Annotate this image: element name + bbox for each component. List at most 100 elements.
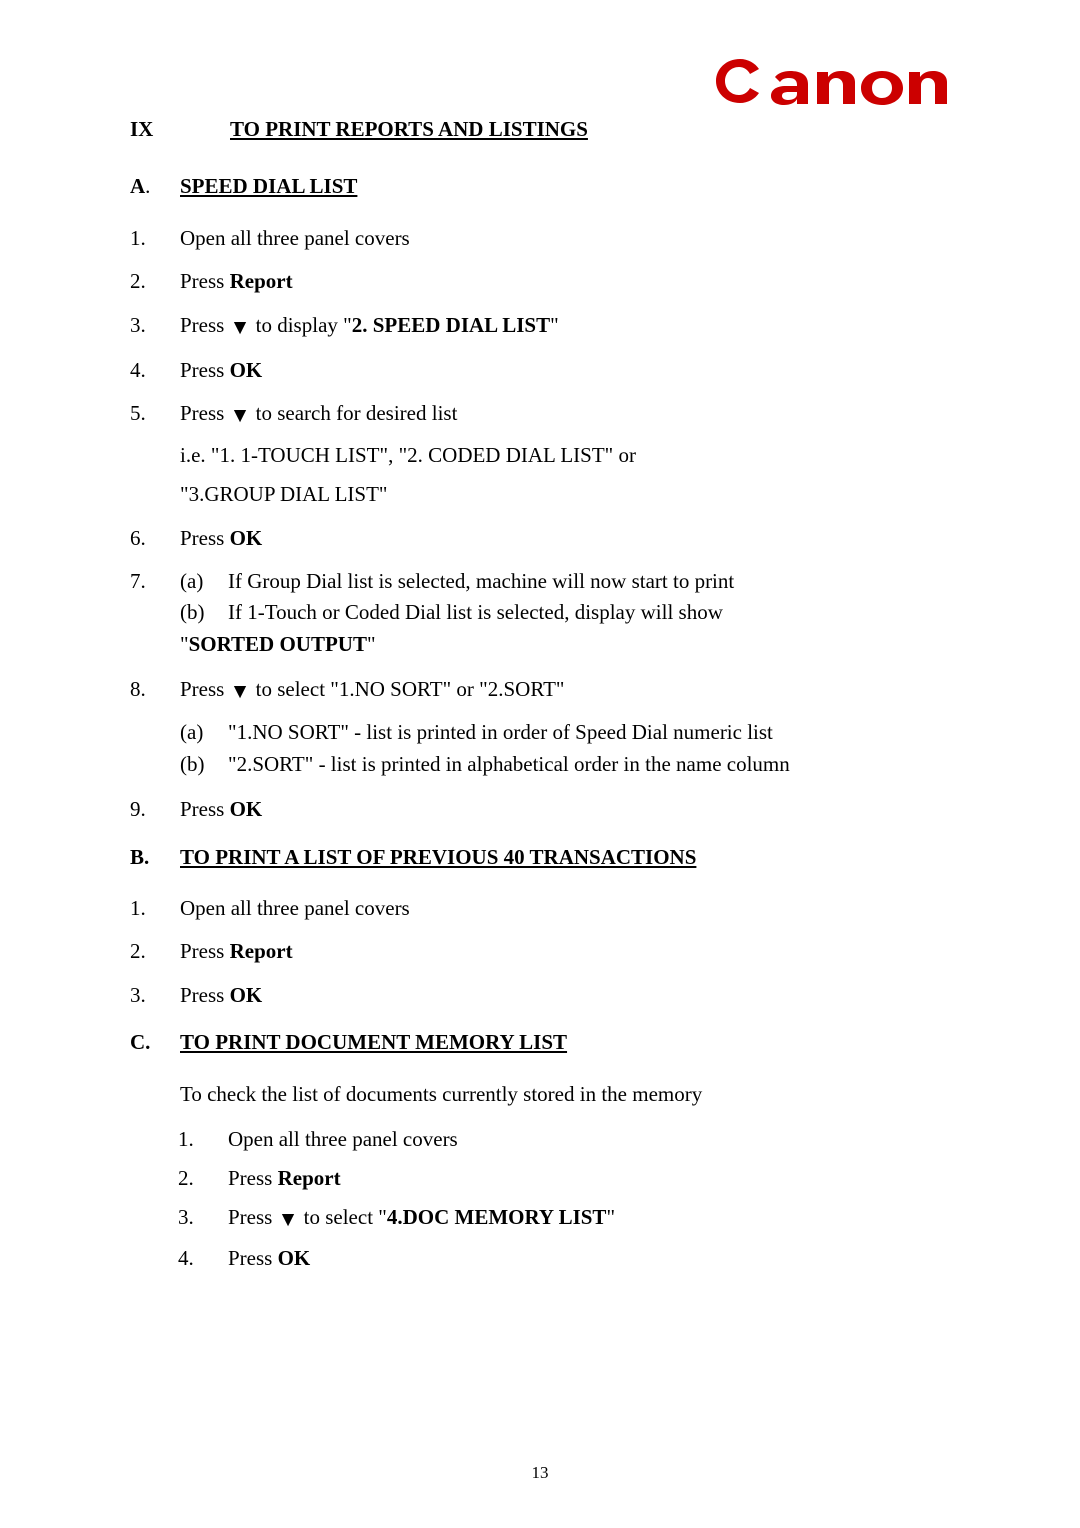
item-text: Press xyxy=(180,526,230,550)
down-triangle-icon: ▼ xyxy=(230,677,251,706)
item-text: To check the list of documents currently… xyxy=(180,1080,950,1109)
section-title: TO PRINT REPORTS AND LISTINGS xyxy=(230,117,588,141)
item-bold: OK xyxy=(278,1246,311,1270)
subsection-a-label: A xyxy=(130,174,145,198)
list-item: 2. Press Report xyxy=(178,1166,950,1191)
sub-item: (a) "1.NO SORT" - list is printed in ord… xyxy=(180,718,950,747)
subsection-a-heading: A. SPEED DIAL LIST xyxy=(130,172,950,201)
item-number: 6. xyxy=(130,524,180,553)
item-bold: OK xyxy=(230,983,263,1007)
item-bold: OK xyxy=(230,526,263,550)
sub-label: (a) xyxy=(180,567,228,596)
item-text: Press xyxy=(180,313,230,337)
down-triangle-icon: ▼ xyxy=(230,401,251,430)
item-text: " xyxy=(606,1205,615,1229)
list-item: 7. (a) If Group Dial list is selected, m… xyxy=(130,567,950,659)
item-bold: OK xyxy=(230,797,263,821)
item-text: Press xyxy=(228,1166,278,1190)
list-item-continuation: (a) "1.NO SORT" - list is printed in ord… xyxy=(130,718,950,781)
list-item: 3. Press ▼ to select "4.DOC MEMORY LIST" xyxy=(178,1205,950,1232)
subsection-b-heading: B. TO PRINT A LIST OF PREVIOUS 40 TRANSA… xyxy=(130,843,950,872)
sub-text: If 1-Touch or Coded Dial list is selecte… xyxy=(228,598,950,627)
item-text: to select " xyxy=(298,1205,386,1229)
list-item: 2. Press Report xyxy=(130,267,950,296)
list-item-continuation: "3.GROUP DIAL LIST" xyxy=(130,480,950,509)
subsection-c-title: TO PRINT DOCUMENT MEMORY LIST xyxy=(180,1030,567,1054)
item-number: 9. xyxy=(130,795,180,824)
item-text: to search for desired list xyxy=(250,401,457,425)
section-number: IX xyxy=(130,115,180,144)
nested-list: 1. Open all three panel covers 2. Press … xyxy=(130,1127,950,1271)
sub-item: (b) If 1-Touch or Coded Dial list is sel… xyxy=(180,598,950,627)
sub-item: (b) "2.SORT" - list is printed in alphab… xyxy=(180,750,950,779)
item-number: 3. xyxy=(178,1205,228,1232)
sub-text: If Group Dial list is selected, machine … xyxy=(228,567,950,596)
list-item: 1. Open all three panel covers xyxy=(130,894,950,923)
item-text: Press xyxy=(180,677,230,701)
list-item: 1. Open all three panel covers xyxy=(130,224,950,253)
item-bold: 4.DOC MEMORY LIST xyxy=(387,1205,607,1229)
item-bold: OK xyxy=(230,358,263,382)
item-bold: Report xyxy=(230,939,293,963)
list-item: 9. Press OK xyxy=(130,795,950,824)
list-item: 5. Press ▼ to search for desired list xyxy=(130,399,950,430)
item-text: Press xyxy=(228,1246,278,1270)
section-heading: IX TO PRINT REPORTS AND LISTINGS xyxy=(130,115,950,144)
item-bold: SORTED OUTPUT xyxy=(189,632,367,656)
item-text: "3.GROUP DIAL LIST" xyxy=(180,480,950,509)
document-body: IX TO PRINT REPORTS AND LISTINGS A. SPEE… xyxy=(130,60,950,1271)
item-text: " xyxy=(550,313,559,337)
item-number: 1. xyxy=(130,224,180,253)
item-number: 7. xyxy=(130,567,180,659)
item-number: 2. xyxy=(178,1166,228,1191)
list-item: 4. Press OK xyxy=(178,1246,950,1271)
sub-item: (a) If Group Dial list is selected, mach… xyxy=(180,567,950,596)
item-text: Press xyxy=(180,401,230,425)
subsection-c-heading: C. TO PRINT DOCUMENT MEMORY LIST xyxy=(130,1028,950,1057)
item-text: Press xyxy=(180,269,230,293)
item-text: Press xyxy=(180,983,230,1007)
list-item: 1. Open all three panel covers xyxy=(178,1127,950,1152)
subsection-c-label: C. xyxy=(130,1028,180,1057)
subsection-b-label: B. xyxy=(130,843,180,872)
item-text: Press xyxy=(180,358,230,382)
canon-logo xyxy=(712,55,950,112)
item-number: 4. xyxy=(178,1246,228,1271)
item-text: to select "1.NO SORT" or "2.SORT" xyxy=(250,677,564,701)
page: IX TO PRINT REPORTS AND LISTINGS A. SPEE… xyxy=(0,0,1080,1528)
item-text: Press xyxy=(228,1205,278,1229)
sub-text: "SORTED OUTPUT" xyxy=(180,630,950,659)
item-number: 4. xyxy=(130,356,180,385)
item-text: Open all three panel covers xyxy=(180,224,950,253)
list-item: 8. Press ▼ to select "1.NO SORT" or "2.S… xyxy=(130,675,950,706)
item-number: 3. xyxy=(130,311,180,342)
subsection-b-title: TO PRINT A LIST OF PREVIOUS 40 TRANSACTI… xyxy=(180,845,696,869)
list-item: 3. Press ▼ to display "2. SPEED DIAL LIS… xyxy=(130,311,950,342)
sub-label: (a) xyxy=(180,718,228,747)
item-bold: 2. SPEED DIAL LIST xyxy=(352,313,550,337)
item-number: 1. xyxy=(130,894,180,923)
item-text: to display " xyxy=(250,313,351,337)
list-item-continuation: i.e. "1. 1-TOUCH LIST", "2. CODED DIAL L… xyxy=(130,441,950,470)
item-bold: Report xyxy=(278,1166,341,1190)
list-item: 3. Press OK xyxy=(130,981,950,1010)
list-item: 6. Press OK xyxy=(130,524,950,553)
list-item: 4. Press OK xyxy=(130,356,950,385)
item-number: 5. xyxy=(130,399,180,430)
item-text: Open all three panel covers xyxy=(228,1127,950,1152)
item-text: Press xyxy=(180,939,230,963)
item-number: 8. xyxy=(130,675,180,706)
subsection-c-intro: To check the list of documents currently… xyxy=(130,1080,950,1109)
sub-label: (b) xyxy=(180,598,228,627)
page-number: 13 xyxy=(0,1463,1080,1483)
list-item: 2. Press Report xyxy=(130,937,950,966)
item-text: i.e. "1. 1-TOUCH LIST", "2. CODED DIAL L… xyxy=(180,441,950,470)
item-number: 2. xyxy=(130,937,180,966)
down-triangle-icon: ▼ xyxy=(278,1207,299,1232)
sub-text: "1.NO SORT" - list is printed in order o… xyxy=(228,718,950,747)
subsection-a-title: SPEED DIAL LIST xyxy=(180,174,357,198)
item-number: 1. xyxy=(178,1127,228,1152)
item-number: 2. xyxy=(130,267,180,296)
item-bold: Report xyxy=(230,269,293,293)
down-triangle-icon: ▼ xyxy=(230,313,251,342)
